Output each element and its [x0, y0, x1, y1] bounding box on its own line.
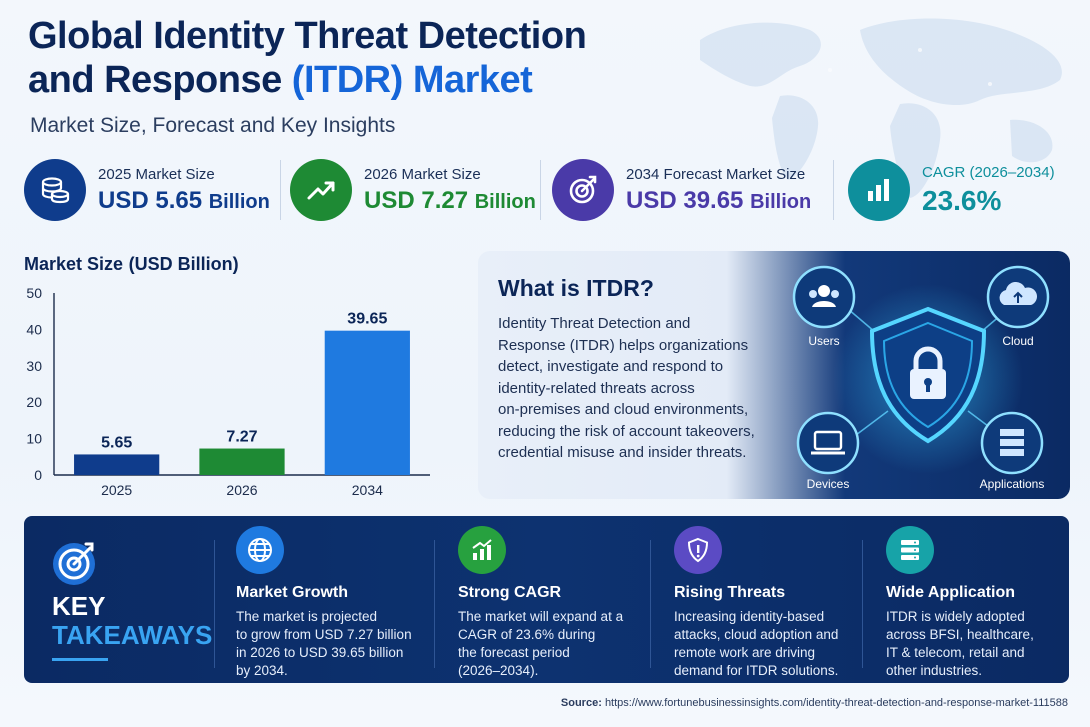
x-tick-label-2034: 2034 [352, 482, 383, 498]
y-tick-label: 50 [26, 285, 42, 301]
shield-alert-icon [674, 526, 722, 574]
y-tick-label: 20 [26, 394, 42, 410]
y-tick-label: 30 [26, 358, 42, 374]
takeaway-text: ITDR is widely adopted across BFSI, healt… [886, 609, 1034, 678]
what-is-itdr-panel: What is ITDR? Identity Threat Detection … [478, 251, 1070, 499]
bar-2034 [324, 330, 410, 475]
y-tick-label: 10 [26, 431, 42, 447]
users-node: Users [792, 265, 856, 348]
itdr-network-graphic: Users Cloud Devices Applications [792, 265, 1050, 491]
x-tick-label-2026: 2026 [226, 482, 257, 498]
kpi-label: 2034 Forecast Market Size [626, 165, 806, 183]
x-tick-label-2025: 2025 [101, 482, 132, 498]
kpi-label: 2025 Market Size [98, 165, 215, 183]
kpi-2026-market-size: 2026 Market Size USD 7.27 Billion [290, 158, 536, 222]
kpi-divider [540, 160, 541, 220]
takeaway-text: The market is projected to grow from USD … [236, 609, 412, 678]
shield-lock-icon [869, 306, 987, 444]
takeaway-rising-threats: Rising Threats Increasing identity-based… [674, 526, 838, 680]
source-label: Source: [560, 697, 602, 709]
title-line-1: Global Identity Threat Detection [28, 15, 587, 57]
kpi-value: 23.6% [922, 184, 1002, 216]
devices-node: Devices [796, 411, 860, 491]
node-label-devices: Devices [807, 477, 850, 491]
kpi-divider [833, 160, 834, 220]
chart-title-unit: (USD Billion) [128, 254, 239, 274]
page-title: Global Identity Threat Detection and Res… [28, 14, 668, 102]
bar-2026 [199, 448, 285, 475]
column-divider [214, 540, 215, 668]
kpi-divider [280, 160, 281, 220]
target-arrow-icon [53, 542, 95, 585]
market-size-bar-chart: 0 10 20 30 40 50 5.65 2025 7.27 2026 39.65 2034 [26, 285, 430, 498]
takeaway-market-growth: Market Growth The market is projected to … [236, 526, 412, 680]
itdr-heading: What is ITDR? [498, 275, 654, 301]
data-label-2026: 7.27 [226, 429, 257, 446]
takeaway-title: Wide Application [886, 584, 1016, 601]
key-takeaways-panel: KEY TAKEAWAYS Market Growth The market i… [24, 516, 1069, 683]
title-line-2: and Response (ITDR) Market [28, 58, 668, 102]
heading-underline [52, 658, 108, 661]
column-divider [862, 540, 863, 668]
node-label-applications: Applications [980, 477, 1045, 491]
kpi-label: 2026 Market Size [364, 165, 481, 183]
source-note: Source: https://www.fortunebusinessinsig… [561, 697, 1068, 709]
takeaway-title: Strong CAGR [458, 584, 562, 601]
bar-2025 [74, 454, 160, 475]
kpi-value: USD 7.27 Billion [364, 186, 536, 214]
target-icon [552, 159, 614, 221]
growth-chart-icon [458, 526, 506, 574]
applications-node: Applications [980, 411, 1045, 491]
page-subtitle: Market Size, Forecast and Key Insights [30, 114, 396, 137]
column-divider [434, 540, 435, 668]
trend-up-icon [290, 159, 352, 221]
y-tick-label: 40 [26, 321, 42, 337]
kpi-value: USD 5.65 Billion [98, 186, 270, 214]
takeaway-wide-application: Wide Application ITDR is widely adopted a… [886, 526, 1034, 680]
source-url[interactable]: https://www.fortunebusinessinsights.com/… [604, 697, 1068, 709]
key-takeaways-heading: KEY TAKEAWAYS [52, 591, 213, 650]
itdr-description: Identity Threat Detection and Response (… [498, 315, 755, 461]
cloud-node: Cloud [986, 265, 1050, 348]
takeaway-title: Rising Threats [674, 584, 786, 601]
takeaway-title: Market Growth [236, 584, 349, 601]
kpi-2025-market-size: 2025 Market Size USD 5.65 Billion [24, 158, 270, 222]
title-line-2-accent: (ITDR) Market [291, 59, 533, 101]
globe-icon [236, 526, 284, 574]
kpi-2034-forecast: 2034 Forecast Market Size USD 39.65 Bill… [552, 158, 811, 222]
coins-icon [24, 159, 86, 221]
node-label-users: Users [808, 334, 839, 348]
kpi-value: USD 39.65 Billion [626, 186, 812, 214]
takeaway-text: The market will expand at a CAGR of 23.6%… [458, 609, 624, 678]
y-tick-label: 0 [34, 467, 42, 483]
bar-chart-icon [848, 159, 910, 221]
title-line-2-pre: and Response [28, 59, 292, 101]
chart-title: Market Size (USD Billion) [24, 254, 239, 274]
kpi-cagr: CAGR (2026–2034) 23.6% [848, 158, 1055, 222]
column-divider [650, 540, 651, 668]
node-label-cloud: Cloud [1002, 334, 1033, 348]
kpi-label: CAGR (2026–2034) [922, 163, 1055, 181]
server-icon [886, 526, 934, 574]
data-label-2025: 5.65 [101, 434, 132, 451]
takeaway-text: Increasing identity-based attacks, cloud … [674, 609, 839, 678]
data-label-2034: 39.65 [347, 311, 387, 328]
